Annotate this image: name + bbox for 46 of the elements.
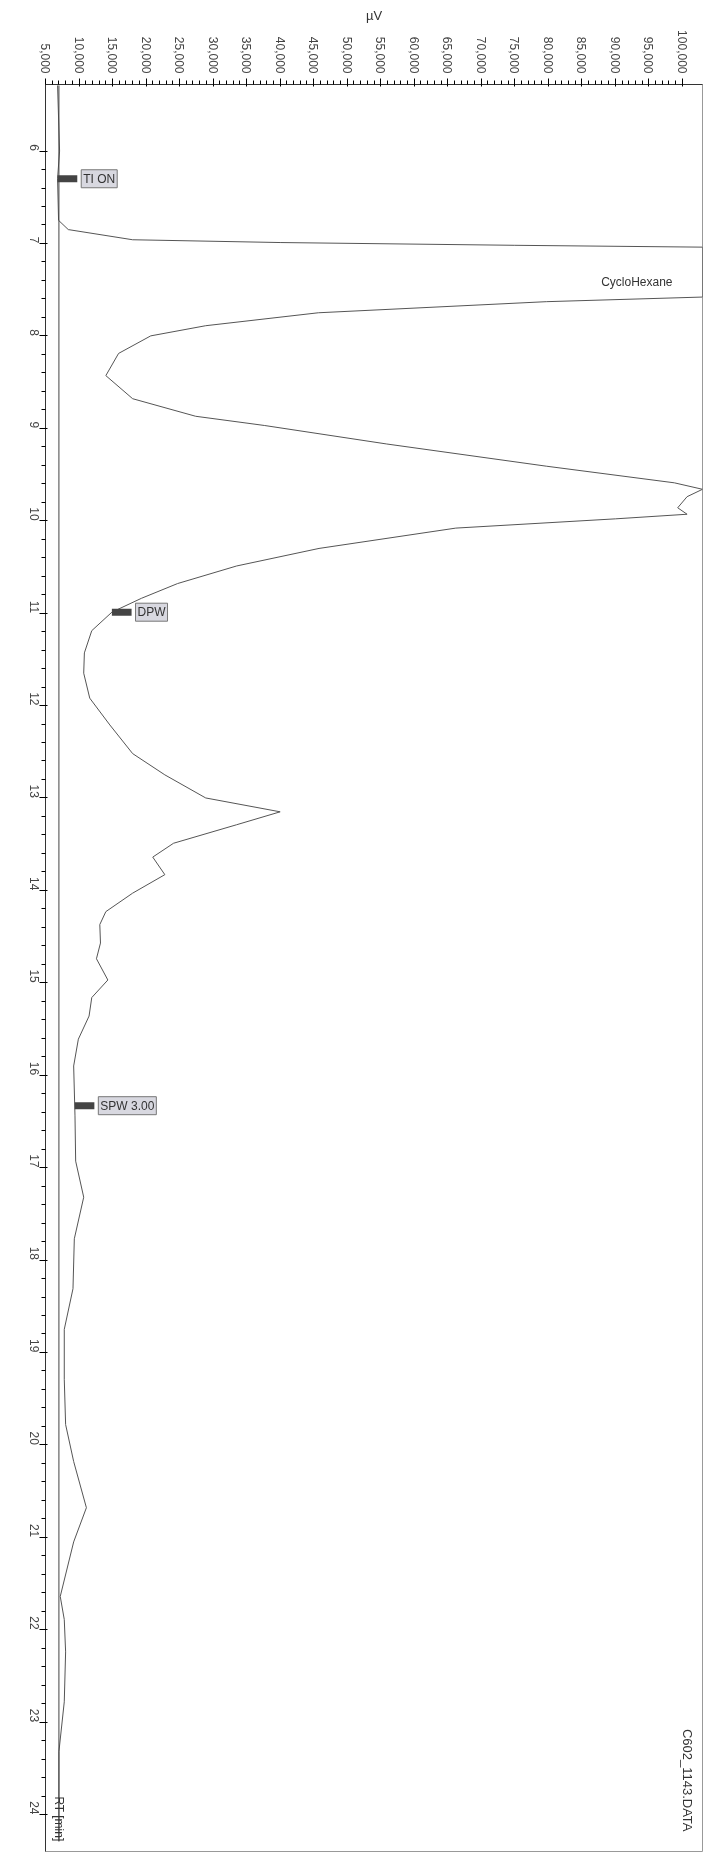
y-tick-label: 16	[27, 1061, 41, 1076]
x-tick-label: 25,000	[172, 36, 187, 74]
x-tick-label: 65,000	[440, 36, 455, 74]
x-tick-label: 100,000	[674, 30, 689, 74]
x-tick-label: 10,000	[71, 36, 86, 74]
annotation: TI ON	[83, 171, 116, 186]
annotation: SPW 3.00	[100, 1098, 155, 1113]
y-tick-label: 12	[27, 692, 41, 706]
x-tick-label: 15,000	[105, 36, 120, 74]
y-tick-label: 9	[27, 421, 41, 429]
y-axis-title: RT [min]	[51, 1796, 66, 1842]
x-tick-label: 50,000	[339, 36, 354, 74]
y-tick-label: 14	[27, 877, 41, 891]
y-tick-label: 18	[27, 1246, 41, 1261]
annotation: DPW	[137, 605, 167, 620]
y-tick-label: 20	[27, 1431, 41, 1446]
y-tick-label: 8	[27, 329, 41, 337]
y-tick-label: 23	[27, 1708, 41, 1723]
y-tick-label: 24	[27, 1801, 41, 1815]
y-tick-label: 13	[27, 784, 41, 799]
y-tick-label: 17	[27, 1154, 41, 1168]
x-tick-label: 30,000	[205, 36, 220, 74]
x-tick-label: 40,000	[272, 36, 287, 74]
x-tick-label: 95,000	[641, 36, 656, 74]
x-tick-label: 85,000	[574, 36, 589, 74]
x-tick-label: 20,000	[138, 36, 153, 74]
x-tick-label: 60,000	[406, 36, 421, 74]
y-tick-label: 21	[27, 1523, 41, 1538]
x-axis-title: µV	[365, 8, 383, 24]
y-tick-label: 7	[27, 236, 41, 244]
y-tick-label: 11	[27, 600, 41, 614]
x-tick-label: 35,000	[239, 36, 254, 74]
y-tick-label: 15	[27, 969, 41, 984]
x-tick-label: 75,000	[507, 36, 522, 74]
y-tick-label: 19	[27, 1339, 41, 1353]
x-tick-label: 55,000	[373, 36, 388, 74]
x-tick-label: 80,000	[540, 36, 555, 74]
y-tick-label: 10	[27, 507, 41, 522]
x-tick-label: 5,000	[38, 43, 52, 74]
x-tick-label: 90,000	[607, 36, 622, 74]
x-tick-label: 70,000	[473, 36, 488, 74]
annotation: CycloHexane	[601, 275, 673, 290]
y-tick-label: 22	[27, 1616, 41, 1631]
y-tick-label: 6	[27, 144, 41, 152]
x-tick-label: 45,000	[306, 36, 321, 74]
annotation: C602_1143.DATA	[679, 1728, 695, 1832]
